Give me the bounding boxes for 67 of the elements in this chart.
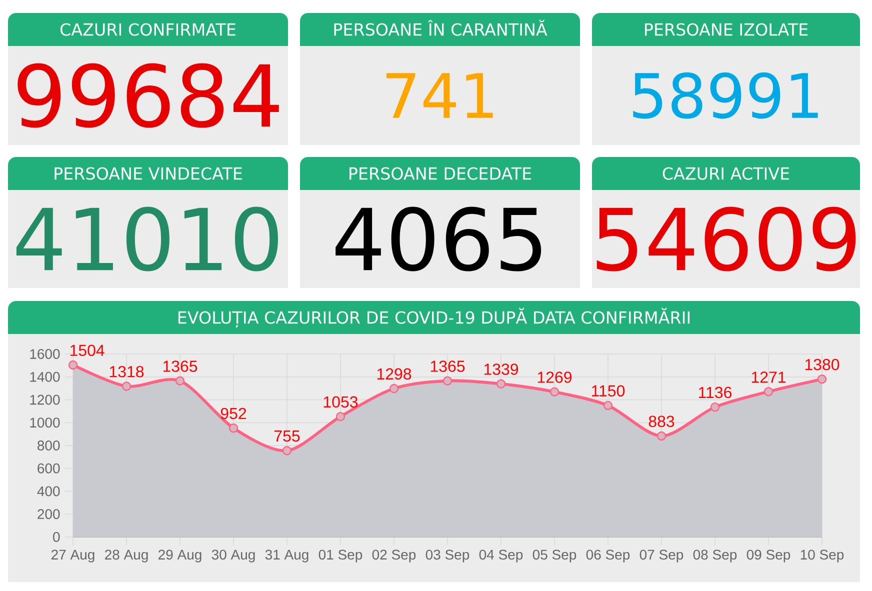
text: PERSOANE VINDECATE [54, 167, 242, 180]
text: CAZURI ACTIVE [662, 167, 790, 180]
point [550, 387, 560, 396]
point [817, 374, 827, 384]
y-tick-label: 200 [38, 509, 60, 520]
point [68, 360, 78, 370]
x-tick-label: 29 Aug [158, 550, 202, 562]
x-tick-label: 05 Sep [532, 550, 576, 562]
x-tick-label: 02 Sep [372, 550, 416, 562]
text: PERSOANE IZOLATE [645, 23, 808, 36]
x-tick-label: 01 Sep [318, 550, 362, 562]
x-tick-label: 07 Sep [640, 550, 684, 562]
y-tick-label: 1400 [30, 372, 60, 382]
data-label: 1318 [110, 366, 144, 378]
data-label: 1053 [324, 396, 358, 408]
data-label: 41010 [16, 206, 278, 272]
x-tick-label: 09 Sep [746, 550, 790, 562]
x-tick-label: 31 Aug [265, 550, 308, 562]
y-tick-label: 800 [38, 440, 60, 450]
point [336, 412, 346, 422]
data-label: 1271 [752, 372, 786, 383]
data-label: 1269 [538, 372, 572, 383]
data-label: 1380 [805, 358, 840, 370]
point [603, 400, 613, 410]
y-tick-label: 600 [38, 463, 60, 474]
point [175, 376, 185, 386]
data-label: 1339 [484, 364, 518, 375]
text: PERSOANE ÎN CARANTINĂ [334, 20, 548, 36]
data-label: 883 [648, 416, 674, 428]
point [122, 382, 132, 391]
point [282, 446, 292, 456]
data-label: 1150 [592, 385, 625, 397]
x-tick-label: 04 Sep [479, 550, 523, 562]
point [228, 424, 238, 433]
data-label: 99684 [18, 63, 279, 128]
data-label: 1298 [377, 368, 412, 380]
y-tick-label: 0 [53, 532, 60, 542]
x-tick-label: 06 Sep [586, 550, 630, 562]
point [656, 431, 666, 441]
x-tick-label: 27 Aug [52, 550, 94, 562]
text: PERSOANE DECEDATE [350, 167, 532, 180]
y-tick-label: 1000 [30, 418, 60, 428]
data-label: 4065 [336, 206, 542, 272]
y-tick-label: 400 [37, 486, 60, 496]
data-label: 1504 [70, 344, 104, 356]
y-tick-label: 1600 [30, 349, 60, 359]
data-label: 1136 [699, 386, 732, 398]
data-label: 952 [220, 408, 246, 420]
data-label: 741 [386, 73, 493, 118]
x-tick-label: 30 Aug [212, 550, 255, 562]
point [764, 387, 774, 396]
point [710, 402, 720, 412]
x-tick-label: 08 Sep [693, 550, 737, 562]
x-tick-label: 28 Aug [105, 550, 148, 562]
x-tick-label: 10 Sep [800, 550, 844, 562]
data-label: 755 [274, 430, 300, 442]
data-label: 54609 [596, 206, 856, 272]
point [442, 376, 452, 386]
data-label: 58991 [633, 72, 818, 119]
data-label: 1365 [430, 360, 465, 372]
point [389, 384, 399, 394]
x-tick-label: 03 Sep [426, 550, 470, 562]
point [496, 379, 506, 388]
y-tick-label: 1200 [30, 394, 60, 405]
text: CAZURI CONFIRMATE [60, 23, 236, 36]
chart-title: EVOLUȚIA CAZURILOR DE COVID-19 DUPĂ DATA CONFIRMĂRII [178, 308, 690, 328]
data-label: 1365 [163, 360, 198, 372]
